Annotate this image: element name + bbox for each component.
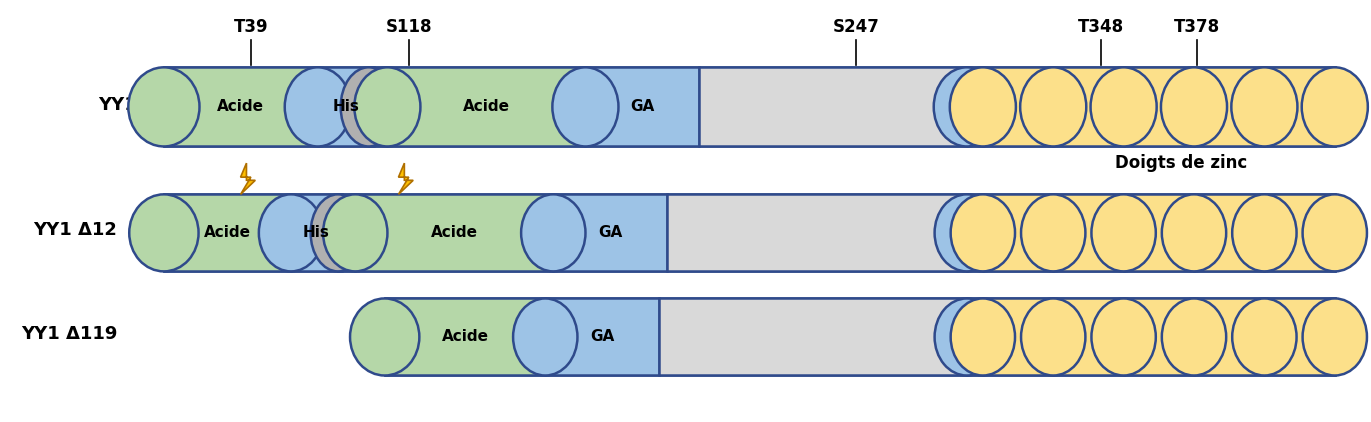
Bar	[1124, 195, 1194, 271]
Text: Acide: Acide	[430, 225, 477, 241]
Bar	[385, 298, 1335, 376]
Text: Acide: Acide	[463, 100, 510, 114]
Bar	[668, 195, 967, 271]
Text: Acide: Acide	[204, 225, 251, 241]
Text: GA: GA	[598, 225, 622, 241]
Polygon shape	[399, 163, 413, 195]
Ellipse shape	[1091, 298, 1156, 376]
Text: GA: GA	[631, 100, 654, 114]
Bar	[1264, 68, 1335, 146]
Bar	[165, 68, 318, 146]
Bar	[1053, 298, 1124, 376]
Ellipse shape	[1091, 195, 1156, 271]
Ellipse shape	[1301, 68, 1368, 146]
Ellipse shape	[521, 195, 585, 271]
Bar	[1194, 298, 1264, 376]
Ellipse shape	[1161, 68, 1227, 146]
Bar	[337, 195, 355, 271]
Ellipse shape	[1231, 68, 1297, 146]
Ellipse shape	[950, 298, 1015, 376]
Bar	[585, 68, 699, 146]
Text: Acide: Acide	[218, 100, 265, 114]
Text: T39: T39	[233, 18, 269, 36]
Ellipse shape	[129, 68, 200, 146]
Ellipse shape	[311, 195, 365, 271]
Bar	[355, 195, 554, 271]
Ellipse shape	[129, 195, 199, 271]
Bar	[1194, 195, 1264, 271]
Ellipse shape	[950, 195, 1015, 271]
Polygon shape	[240, 163, 255, 195]
Ellipse shape	[935, 195, 999, 271]
Bar	[1053, 195, 1124, 271]
Bar	[983, 298, 1053, 376]
Bar	[967, 298, 983, 376]
Bar	[165, 195, 291, 271]
Bar	[1264, 298, 1335, 376]
Bar	[699, 68, 967, 146]
Bar	[369, 68, 388, 146]
Text: GA: GA	[590, 330, 614, 344]
Text: T378: T378	[1174, 18, 1220, 36]
Bar	[1053, 68, 1124, 146]
Ellipse shape	[553, 68, 618, 146]
Text: YY1 Δ119: YY1 Δ119	[21, 325, 117, 343]
Bar	[385, 298, 546, 376]
Ellipse shape	[935, 298, 999, 376]
Bar	[1264, 195, 1335, 271]
Ellipse shape	[354, 68, 421, 146]
Bar	[318, 68, 374, 146]
Bar	[554, 195, 668, 271]
Ellipse shape	[1090, 68, 1157, 146]
Text: S247: S247	[832, 18, 879, 36]
Ellipse shape	[324, 195, 388, 271]
Bar	[1124, 298, 1194, 376]
Bar	[546, 298, 659, 376]
Text: Doigts de zinc: Doigts de zinc	[1115, 154, 1248, 172]
Ellipse shape	[1302, 298, 1367, 376]
Bar	[291, 195, 341, 271]
Ellipse shape	[950, 68, 1016, 146]
Text: Acide: Acide	[441, 330, 488, 344]
Bar	[165, 195, 1335, 271]
Bar	[1124, 68, 1194, 146]
Text: His: His	[303, 225, 330, 241]
Bar	[388, 68, 585, 146]
Ellipse shape	[513, 298, 577, 376]
Bar	[1194, 68, 1264, 146]
Ellipse shape	[1233, 298, 1297, 376]
Text: T348: T348	[1078, 18, 1124, 36]
Text: YY1 Δ12: YY1 Δ12	[33, 221, 117, 239]
Bar	[983, 195, 1053, 271]
Bar	[983, 68, 1053, 146]
Ellipse shape	[1161, 195, 1226, 271]
Bar	[967, 68, 983, 146]
Bar	[967, 195, 983, 271]
Bar	[165, 68, 1335, 146]
Ellipse shape	[1161, 298, 1226, 376]
Text: His: His	[332, 100, 359, 114]
Ellipse shape	[350, 298, 420, 376]
Bar	[659, 298, 967, 376]
Ellipse shape	[1021, 298, 1086, 376]
Ellipse shape	[259, 195, 324, 271]
Text: YY1: YY1	[99, 96, 137, 114]
Ellipse shape	[340, 68, 396, 146]
Ellipse shape	[1302, 195, 1367, 271]
Ellipse shape	[934, 68, 999, 146]
Text: S118: S118	[385, 18, 432, 36]
Ellipse shape	[1020, 68, 1086, 146]
Ellipse shape	[285, 68, 351, 146]
Ellipse shape	[1233, 195, 1297, 271]
Ellipse shape	[1021, 195, 1086, 271]
